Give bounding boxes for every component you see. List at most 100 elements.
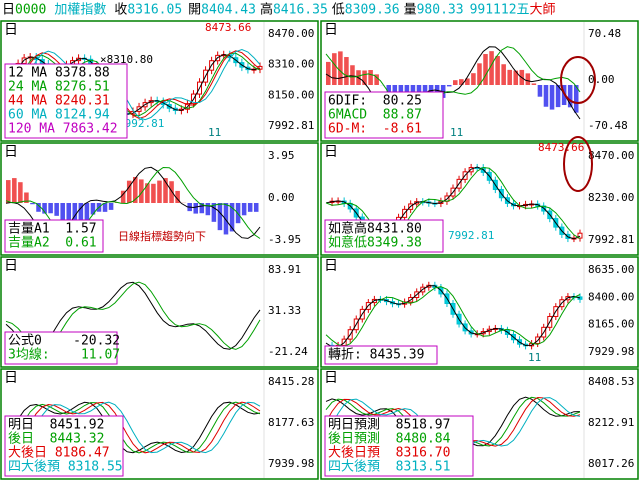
- histogram-bar: [555, 85, 561, 108]
- legend-box: [4, 63, 128, 139]
- histogram-bar: [24, 192, 29, 203]
- header-item: 8416.35: [273, 3, 328, 18]
- axis-label: 70.48: [588, 27, 621, 40]
- legend-entry: 後日 8443.32: [8, 432, 104, 447]
- legend-box: [324, 345, 438, 365]
- highlight-circle: [563, 136, 593, 192]
- legend-entry: 四大後預 8313.51: [328, 460, 450, 475]
- legend-entry: 60 MA 8124.94: [8, 108, 110, 123]
- indicator-line: [325, 166, 581, 240]
- histogram-bar: [489, 51, 494, 85]
- axis-label: 8415.28: [268, 375, 314, 388]
- panel-border: [0, 368, 319, 480]
- indicator-line: [5, 166, 261, 239]
- histogram-bar: [169, 181, 174, 203]
- histogram-bar: [157, 180, 162, 203]
- header-item: 8404.43: [201, 3, 256, 18]
- histogram-bar: [120, 190, 126, 203]
- legend-entry: 6MACD 88.87: [328, 108, 422, 123]
- histogram-bar: [36, 203, 41, 212]
- histogram-bar: [6, 180, 11, 203]
- panel-border: [320, 20, 639, 142]
- panel-label: 日: [4, 258, 18, 274]
- histogram-bar: [217, 203, 223, 231]
- histogram-bar: [453, 80, 458, 85]
- histogram-bar: [513, 70, 519, 85]
- axis-label: -3.95: [268, 233, 301, 246]
- histogram-bar: [102, 203, 108, 212]
- legend-box: [4, 415, 124, 477]
- annotation: 11: [528, 351, 541, 364]
- indicator-line: [5, 50, 261, 119]
- axis-label: 83.91: [268, 263, 301, 276]
- header-item: 991112五: [470, 3, 530, 18]
- axis-label: 7992.81: [588, 233, 634, 246]
- histogram-bar: [326, 61, 331, 85]
- histogram-bar: [151, 183, 156, 203]
- indicator-line: [5, 401, 261, 454]
- legend-entry: 3均線: 11.07: [8, 347, 120, 363]
- panel-label: 日: [4, 144, 18, 160]
- annotation: 11: [208, 126, 221, 139]
- panel-label: 日: [4, 22, 18, 38]
- header-item: 8309.36: [345, 3, 400, 18]
- annotation: 7992.81: [448, 229, 494, 242]
- histogram-bar: [18, 182, 23, 203]
- panel-label: 日: [324, 22, 338, 38]
- axis-label: 8310.00: [268, 58, 314, 71]
- histogram-bar: [362, 70, 367, 85]
- histogram-bar: [145, 183, 150, 203]
- legend-entry: 明日 8451.92: [8, 418, 104, 433]
- histogram-bar: [549, 85, 555, 110]
- axis-label: 8635.00: [588, 263, 634, 276]
- header-item: 大師: [530, 3, 556, 18]
- histogram-bar: [229, 203, 235, 232]
- legend-entry: 吉量A2 0.61: [8, 236, 97, 251]
- legend-box: [324, 219, 444, 253]
- histogram-bar: [12, 178, 17, 203]
- panel-border: [0, 142, 319, 256]
- histogram-bar: [78, 203, 84, 231]
- legend-entry: 6D-M: -8.61: [328, 122, 422, 137]
- legend-box: [324, 91, 444, 139]
- histogram-bar: [66, 203, 72, 232]
- axis-label: 0.00: [268, 191, 295, 204]
- panel-border: [0, 256, 319, 368]
- histogram-bar: [48, 203, 53, 214]
- histogram-bar: [72, 203, 78, 235]
- annotation: 11: [450, 126, 463, 139]
- histogram-bar: [531, 83, 537, 85]
- histogram-bar: [60, 203, 65, 223]
- histogram-bar: [543, 85, 549, 107]
- histogram-bar: [133, 176, 138, 203]
- histogram-bar: [42, 203, 47, 214]
- histogram-bar: [446, 85, 452, 87]
- axis-label: 7939.98: [268, 457, 314, 470]
- histogram-bar: [495, 55, 500, 85]
- legend-box: [4, 331, 118, 365]
- legend-entry: 44 MA 8240.31: [8, 94, 110, 109]
- histogram-bar: [30, 203, 35, 205]
- legend-entry: 四大後預 8318.55: [8, 460, 123, 475]
- histogram-bar: [483, 54, 488, 85]
- axis-label: -70.48: [588, 119, 628, 132]
- axis-label: 8017.26: [588, 457, 634, 470]
- histogram-bar: [90, 203, 96, 215]
- histogram-bar: [205, 203, 211, 216]
- histogram-bar: [175, 190, 180, 203]
- header-item: 量: [404, 3, 417, 18]
- axis-label: 7929.98: [588, 345, 634, 358]
- annotation: ×8310.80: [100, 53, 153, 66]
- axis-label: 31.33: [268, 304, 301, 317]
- legend-entry: 大後日預 8316.70: [328, 446, 450, 461]
- header-item: 0000: [15, 3, 46, 18]
- header-item: 980.33: [417, 3, 464, 18]
- histogram-bar: [350, 65, 355, 85]
- histogram-bar: [471, 73, 476, 85]
- axis-label: 8165.00: [588, 318, 634, 331]
- axis-label: 8230.00: [588, 191, 634, 204]
- panel-border: [320, 142, 639, 256]
- header-item: 低: [332, 3, 345, 18]
- texts: 日 0000 加權指數收 8316.05 開 8404.43 高 8416.35 低 8309.3…: [2, 2, 634, 477]
